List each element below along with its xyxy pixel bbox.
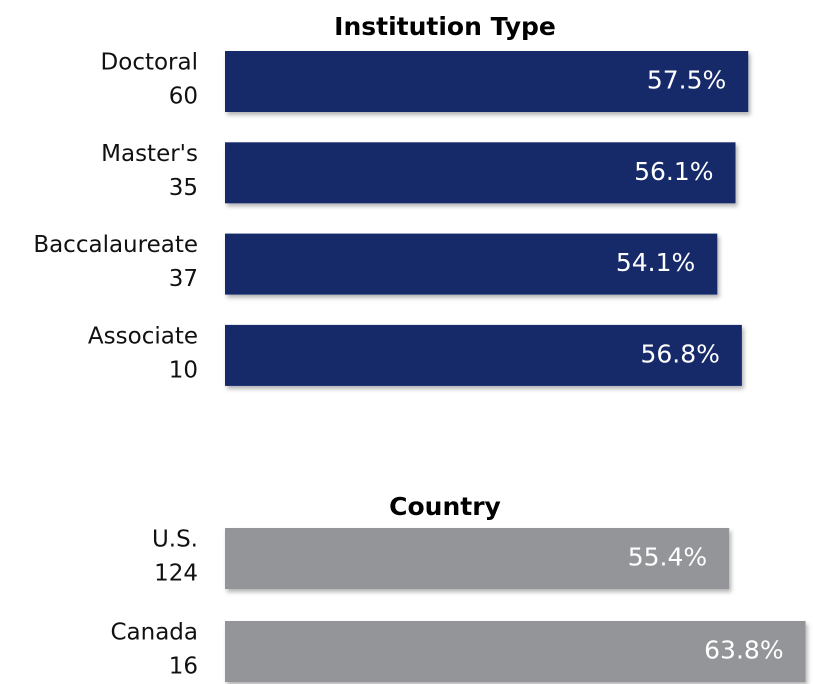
count-label: 16 (169, 654, 198, 680)
category-label: Baccalaureate (33, 232, 198, 258)
bar (225, 621, 806, 682)
value-label: 57.5% (647, 66, 726, 95)
bar (225, 528, 730, 589)
bar (225, 233, 718, 295)
bar (225, 142, 736, 204)
category-label: Canada (110, 620, 198, 646)
category-label: U.S. (152, 527, 198, 553)
count-label: 124 (154, 561, 198, 587)
value-label: 55.4% (628, 543, 707, 572)
bar (225, 324, 742, 386)
count-label: 10 (169, 357, 198, 383)
count-label: 60 (169, 84, 198, 110)
category-label: Doctoral (101, 50, 198, 76)
category-label: Master's (101, 141, 198, 167)
value-label: 56.8% (640, 339, 719, 368)
count-label: 35 (169, 175, 198, 201)
value-label: 56.1% (634, 157, 713, 186)
chart-title: Institution Type (334, 12, 556, 41)
bar (225, 51, 749, 112)
category-label: Associate (88, 323, 198, 349)
value-label: 63.8% (704, 636, 783, 665)
value-label: 54.1% (616, 248, 695, 277)
chart-title: Country (389, 492, 501, 521)
count-label: 37 (169, 266, 198, 292)
